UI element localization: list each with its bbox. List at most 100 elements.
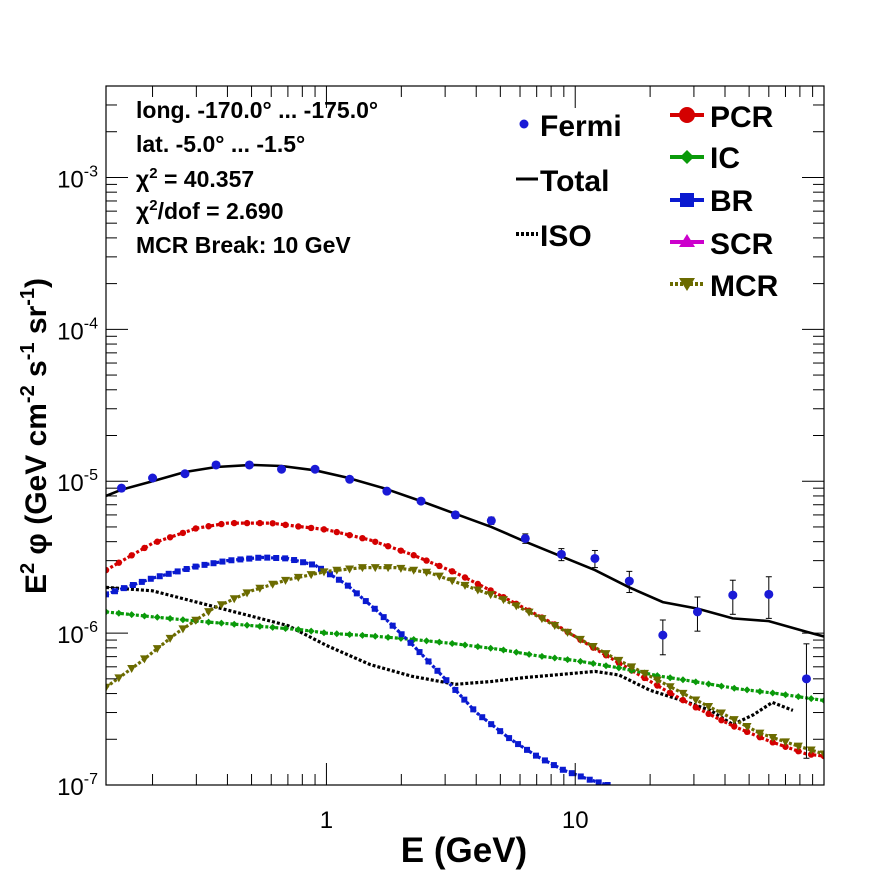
legend-item-fermi: Fermi: [519, 110, 622, 143]
series-ic-marker: [717, 682, 725, 690]
series-pcr-marker: [256, 519, 264, 527]
series-pcr-marker: [397, 547, 405, 554]
chi2-per-dof: χ2/dof = 2.690: [136, 197, 284, 224]
series-mcr-marker: [332, 566, 342, 575]
series-br-marker: [425, 658, 432, 665]
series-ic-marker: [256, 622, 264, 630]
series-pcr-marker: [218, 520, 225, 528]
series-pcr-marker: [282, 521, 289, 529]
series-mcr-marker: [370, 564, 380, 573]
series-ic-marker: [128, 611, 136, 619]
legend-pcr-marker: [679, 107, 695, 123]
series-mcr-marker: [345, 565, 355, 574]
series-mcr-marker: [165, 634, 175, 643]
series-pcr-marker: [106, 566, 110, 574]
fermi-marker: [486, 516, 496, 526]
series-br-marker: [335, 576, 342, 583]
fermi-point: [416, 496, 426, 506]
series-mcr-marker: [511, 602, 521, 611]
series-br-marker: [201, 561, 208, 568]
fermi-marker: [382, 486, 392, 496]
y-tick-label: 10-3: [57, 163, 98, 193]
series-pcr-marker: [692, 704, 699, 711]
series-mcr-marker: [178, 625, 188, 634]
series-br-marker: [604, 782, 611, 785]
fermi-data-points: [116, 460, 811, 759]
series-mcr-marker: [114, 674, 124, 683]
series-br-marker: [282, 555, 289, 562]
fermi-point: [801, 643, 811, 759]
series-pcr-marker: [295, 523, 302, 530]
series-pcr-marker: [782, 743, 789, 750]
series-br-marker: [434, 667, 441, 674]
series-mcr-marker: [229, 595, 239, 604]
series-br-marker: [416, 649, 423, 656]
series-mcr-marker: [106, 683, 111, 692]
series-br-marker: [577, 773, 584, 780]
series-ic-marker: [140, 612, 148, 620]
series-layer: [106, 463, 824, 785]
series-ic-marker: [692, 678, 700, 686]
series-ic-marker: [730, 684, 738, 692]
legend-total-label: Total: [540, 165, 609, 198]
series-br-marker: [147, 575, 154, 582]
series-ic-marker: [512, 648, 520, 656]
series-br-marker: [353, 590, 360, 597]
fermi-point: [520, 533, 530, 544]
series-br-marker: [568, 770, 575, 777]
series-ic-marker: [371, 632, 379, 640]
series-br-marker: [120, 585, 127, 592]
series-br-marker: [237, 556, 244, 563]
series-br-marker: [371, 605, 378, 612]
fermi-point: [692, 596, 702, 632]
series-ic-marker: [782, 691, 790, 699]
fermi-marker: [211, 460, 221, 470]
series-pcr-marker: [666, 689, 674, 697]
series-br-marker: [183, 566, 190, 573]
fermi-marker: [116, 483, 126, 493]
series-br-marker: [461, 696, 468, 703]
series-mcr-marker: [306, 571, 316, 580]
series-br-marker: [532, 752, 539, 759]
series-ic-marker: [666, 674, 674, 682]
series-br-marker: [344, 582, 351, 589]
series-br-marker: [210, 560, 217, 567]
series-br-marker: [586, 776, 593, 783]
series-ic-marker: [294, 626, 302, 634]
series-mcr-marker: [204, 608, 214, 617]
series-mcr-marker: [409, 566, 419, 575]
series-mcr-marker: [396, 564, 406, 573]
fermi-point: [658, 619, 668, 656]
series-iso: [106, 585, 794, 727]
series-mcr-marker: [319, 568, 329, 577]
series-mcr-marker: [357, 564, 367, 573]
series-br-marker: [219, 558, 226, 565]
series-pcr-marker: [769, 739, 776, 746]
series-br-marker: [407, 639, 414, 646]
series-ic-marker: [538, 652, 546, 660]
series-ic-marker: [166, 615, 174, 623]
series-ic-marker: [320, 629, 328, 637]
fermi-marker: [590, 553, 600, 563]
series-br: [106, 554, 611, 785]
series-br-marker: [452, 686, 459, 693]
series-iso-line: [106, 585, 794, 727]
series-mcr-marker: [447, 577, 457, 586]
series-ic-marker: [435, 638, 443, 646]
series-br-marker: [506, 735, 513, 742]
series-ic-marker: [282, 624, 289, 632]
series-br-marker: [389, 622, 396, 629]
series-mcr-marker: [293, 573, 303, 582]
legend-mcr-marker: [679, 278, 695, 291]
legend-item-iso: ISO: [516, 220, 592, 253]
series-pcr-marker: [423, 557, 430, 564]
legend: Fermi Total ISO PCR IC BR SCR: [516, 101, 779, 303]
series-mcr-marker: [806, 746, 816, 755]
legend-item-br: BR: [670, 185, 754, 218]
fermi-point: [624, 570, 634, 594]
series-ic-marker: [576, 657, 584, 665]
fermi-marker: [416, 496, 426, 506]
series-ic-marker: [358, 631, 366, 639]
series-pcr-marker: [346, 531, 353, 539]
